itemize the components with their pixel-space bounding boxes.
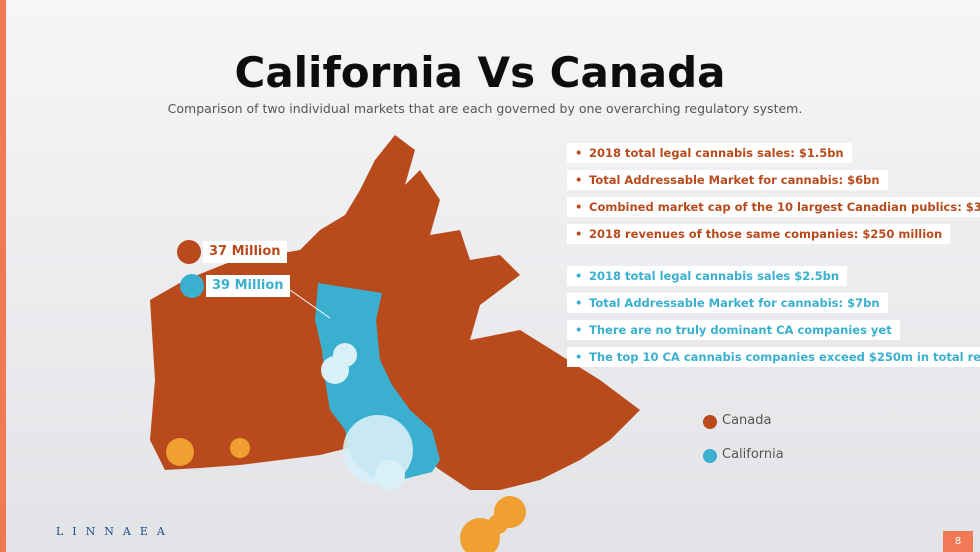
canada-point: Combined market cap of the 10 largest Ca… [567, 197, 980, 217]
population-dot [180, 274, 204, 298]
california-point: The top 10 CA cannabis companies exceed … [567, 347, 980, 367]
page-number: 8 [943, 531, 973, 552]
california-point: 2018 total legal cannabis sales $2.5bn [567, 266, 848, 286]
legend-dot [703, 415, 717, 429]
logo: LINNAEA [56, 525, 174, 538]
marker [488, 514, 508, 534]
marker [375, 460, 405, 490]
marker [166, 438, 194, 466]
marker [321, 356, 349, 384]
population-label: 37 Million [203, 241, 287, 263]
accent-strip [0, 0, 6, 552]
legend-dot [703, 449, 717, 463]
population-dot [177, 240, 201, 264]
population-label: 39 Million [206, 275, 290, 297]
legend-label: Canada [722, 413, 772, 428]
subtitle: Comparison of two individual markets tha… [167, 101, 803, 116]
legend-label: California [722, 447, 784, 462]
california-shape [315, 283, 440, 480]
california-point: There are no truly dominant CA companies… [567, 320, 900, 340]
canada-point: Total Addressable Market for cannabis: $… [567, 170, 888, 190]
canada-shape [150, 135, 640, 490]
marker [230, 438, 250, 458]
pointer [289, 289, 331, 319]
california-point: Total Addressable Market for cannabis: $… [567, 293, 888, 313]
canada-point: 2018 revenues of those same companies: $… [567, 224, 951, 244]
title: California Vs Canada [234, 48, 726, 97]
canada-point: 2018 total legal cannabis sales: $1.5bn [567, 143, 852, 163]
